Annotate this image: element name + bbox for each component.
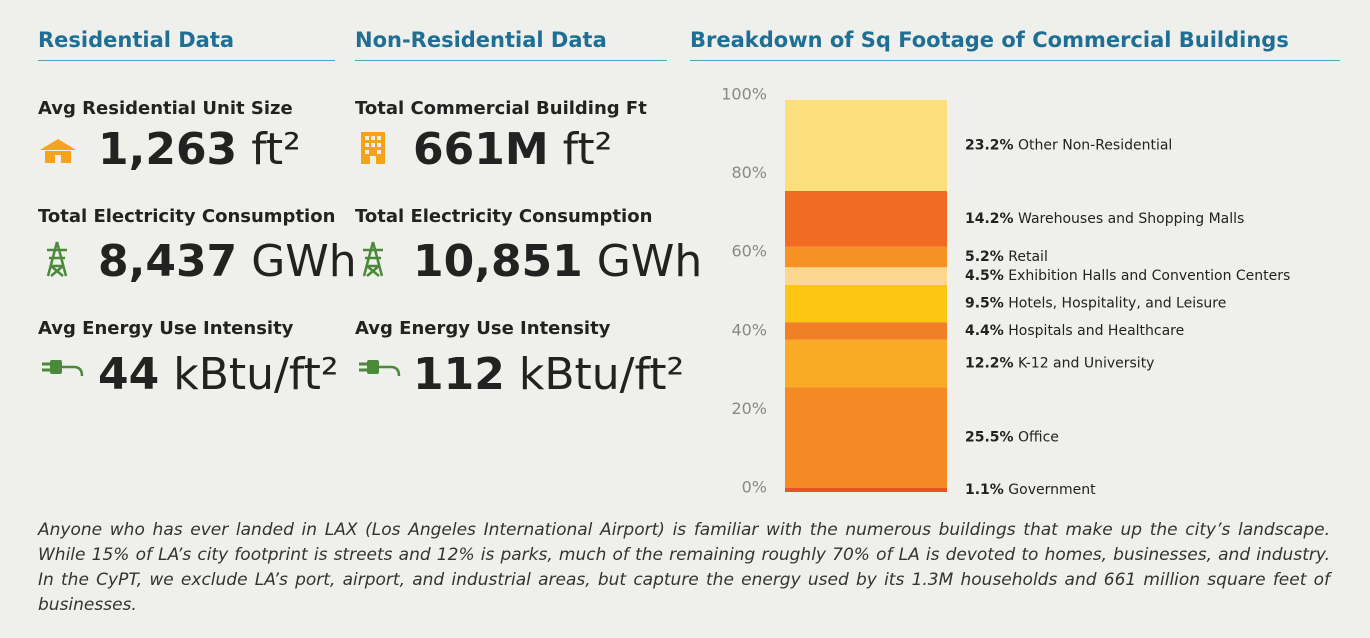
- y-tick-label: 40%: [731, 320, 767, 339]
- bar-segment: [785, 190, 947, 247]
- building-icon: [361, 132, 385, 164]
- legend-value: 23.2%: [965, 137, 1014, 153]
- legend-name: Other Non-Residential: [1018, 137, 1172, 153]
- stat-number: 661M: [413, 124, 549, 175]
- legend-name: Office: [1018, 430, 1059, 446]
- stat-number: 10,851: [413, 236, 583, 287]
- legend-name: Hotels, Hospitality, and Leisure: [1008, 296, 1226, 312]
- legend-entry: 4.5% Exhibition Halls and Convention Cen…: [965, 268, 1290, 284]
- y-tick-label: 100%: [721, 85, 767, 104]
- bar-segment: [785, 284, 947, 323]
- stat-label: Total Commercial Building Ft: [355, 98, 647, 119]
- legend-name: Warehouses and Shopping Malls: [1018, 211, 1244, 227]
- y-tick-label: 0%: [742, 478, 767, 497]
- stat-unit: ft²: [562, 124, 613, 175]
- legend-entry: 1.1% Government: [965, 482, 1096, 498]
- bar-segment: [785, 99, 947, 191]
- tower-icon: [362, 241, 384, 277]
- stat-number: 1,263: [98, 124, 238, 175]
- legend-entry: 9.5% Hotels, Hospitality, and Leisure: [965, 296, 1226, 312]
- y-tick-label: 80%: [731, 163, 767, 182]
- bar-segment: [785, 387, 947, 488]
- legend-entry: 4.4% Hospitals and Healthcare: [965, 323, 1184, 339]
- stat-value: 112 kBtu/ft²: [413, 350, 684, 400]
- legend-value: 25.5%: [965, 430, 1014, 446]
- stat-number: 8,437: [98, 236, 238, 287]
- chart-title: Breakdown of Sq Footage of Commercial Bu…: [690, 28, 1340, 61]
- stat-unit: GWh: [596, 236, 703, 287]
- legend-name: Government: [1008, 482, 1096, 498]
- legend-entry: 12.2% K-12 and University: [965, 355, 1154, 371]
- stat-value: 10,851 GWh: [413, 237, 702, 287]
- section-title: Residential Data: [38, 28, 335, 61]
- legend-name: K-12 and University: [1018, 355, 1154, 371]
- stat-value: 661M ft²: [413, 125, 612, 175]
- bar-segment: [785, 339, 947, 388]
- stat-number: 112: [413, 349, 505, 400]
- plug-icon: [42, 360, 84, 377]
- stat-label: Avg Energy Use Intensity: [355, 318, 611, 339]
- legend-entry: 23.2% Other Non-Residential: [965, 137, 1172, 153]
- y-tick-label: 60%: [731, 242, 767, 261]
- stat-unit: ft²: [251, 124, 301, 175]
- bar-segment: [785, 246, 947, 268]
- stat-value: 44 kBtu/ft²: [98, 350, 338, 400]
- bar-segment: [785, 267, 947, 285]
- legend-entry: 5.2% Retail: [965, 249, 1048, 265]
- stat-unit: GWh: [251, 236, 357, 287]
- bar-segment: [785, 487, 947, 492]
- plug-icon: [359, 360, 401, 377]
- stat-value: 1,263 ft²: [98, 125, 301, 175]
- legend-value: 4.4%: [965, 323, 1004, 339]
- stat-label: Avg Energy Use Intensity: [38, 318, 294, 339]
- legend-value: 5.2%: [965, 249, 1004, 265]
- stat-unit: kBtu/ft²: [518, 349, 685, 400]
- legend-entry: 25.5% Office: [965, 430, 1059, 446]
- legend-name: Hospitals and Healthcare: [1008, 323, 1184, 339]
- stat-unit: kBtu/ft²: [173, 349, 339, 400]
- bar-segment: [785, 322, 947, 340]
- legend-entry: 14.2% Warehouses and Shopping Malls: [965, 211, 1244, 227]
- stat-value: 8,437 GWh: [98, 237, 357, 287]
- legend-name: Retail: [1008, 249, 1048, 265]
- section-title: Non-Residential Data: [355, 28, 667, 61]
- stat-number: 44: [98, 349, 160, 400]
- legend-value: 14.2%: [965, 211, 1014, 227]
- house-icon: [40, 139, 76, 163]
- stat-label: Total Electricity Consumption: [38, 206, 336, 227]
- y-tick-label: 20%: [731, 399, 767, 418]
- tower-icon: [46, 241, 68, 277]
- legend-value: 12.2%: [965, 355, 1014, 371]
- chart: 0% 20% 40% 60% 80% 100% 1.1% Government 25.5% O…: [721, 85, 1290, 498]
- legend-value: 9.5%: [965, 296, 1004, 312]
- legend-name: Exhibition Halls and Convention Centers: [1008, 268, 1290, 284]
- stat-label: Avg Residential Unit Size: [38, 98, 293, 119]
- paragraph: Anyone who has ever landed in LAX (Los A…: [38, 520, 1330, 615]
- legend-value: 4.5%: [965, 268, 1004, 284]
- stat-label: Total Electricity Consumption: [355, 206, 653, 227]
- legend-value: 1.1%: [965, 482, 1004, 498]
